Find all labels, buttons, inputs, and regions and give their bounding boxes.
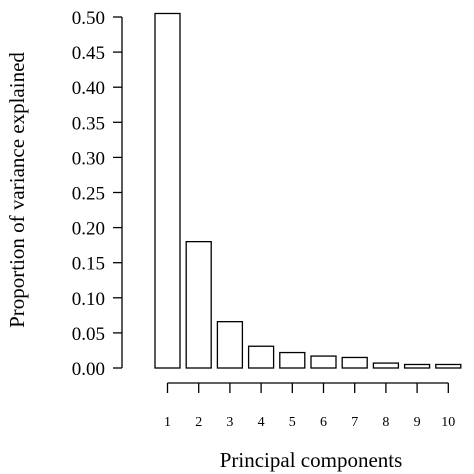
x-tick-label: 3 bbox=[226, 415, 233, 430]
x-tick-label: 8 bbox=[382, 415, 389, 430]
bar-pc-4 bbox=[247, 345, 275, 369]
x-axis: 1 2 3 4 5 6 7 8 9 10 bbox=[164, 382, 455, 430]
x-tick-label: 2 bbox=[195, 415, 202, 430]
y-tick-label: 0.00 bbox=[72, 359, 105, 380]
x-tick-label: 7 bbox=[351, 415, 358, 430]
y-tick-label: 0.50 bbox=[72, 8, 105, 29]
y-tick-label: 0.20 bbox=[72, 219, 105, 240]
x-tick-label: 5 bbox=[289, 415, 296, 430]
y-axis: 0.00 0.05 0.10 0.15 0.20 0.25 0.30 0.35 0.40 0.45… bbox=[72, 8, 123, 380]
x-tick-label: 9 bbox=[414, 415, 421, 430]
bar-pc-7 bbox=[341, 356, 368, 369]
bar-pc-5 bbox=[279, 351, 306, 369]
bar-pc-1 bbox=[154, 12, 181, 369]
y-tick-label: 0.35 bbox=[72, 113, 105, 134]
bar-pc-8 bbox=[372, 362, 400, 369]
x-axis-title: Principal components bbox=[220, 448, 403, 472]
x-tick-label: 4 bbox=[258, 415, 265, 430]
y-tick-label: 0.25 bbox=[72, 184, 105, 205]
bar-pc-9 bbox=[403, 363, 431, 369]
y-tick-label: 0.15 bbox=[72, 254, 105, 275]
bar-pc-3 bbox=[216, 321, 244, 369]
y-tick-label: 0.40 bbox=[72, 78, 105, 99]
y-tick-label: 0.45 bbox=[72, 43, 105, 64]
x-tick-label: 10 bbox=[441, 415, 455, 430]
bar-pc-6 bbox=[310, 355, 337, 369]
bar-pc-2 bbox=[185, 240, 212, 369]
y-tick-label: 0.30 bbox=[72, 148, 105, 169]
bar-pc-10 bbox=[435, 363, 462, 369]
y-tick-label: 0.05 bbox=[72, 324, 105, 345]
x-tick-label: 1 bbox=[164, 415, 171, 430]
y-tick-label: 0.10 bbox=[72, 289, 105, 310]
y-axis-title: Proportion of variance explained bbox=[5, 52, 29, 328]
x-tick-label: 6 bbox=[320, 415, 327, 430]
bars bbox=[154, 12, 462, 369]
